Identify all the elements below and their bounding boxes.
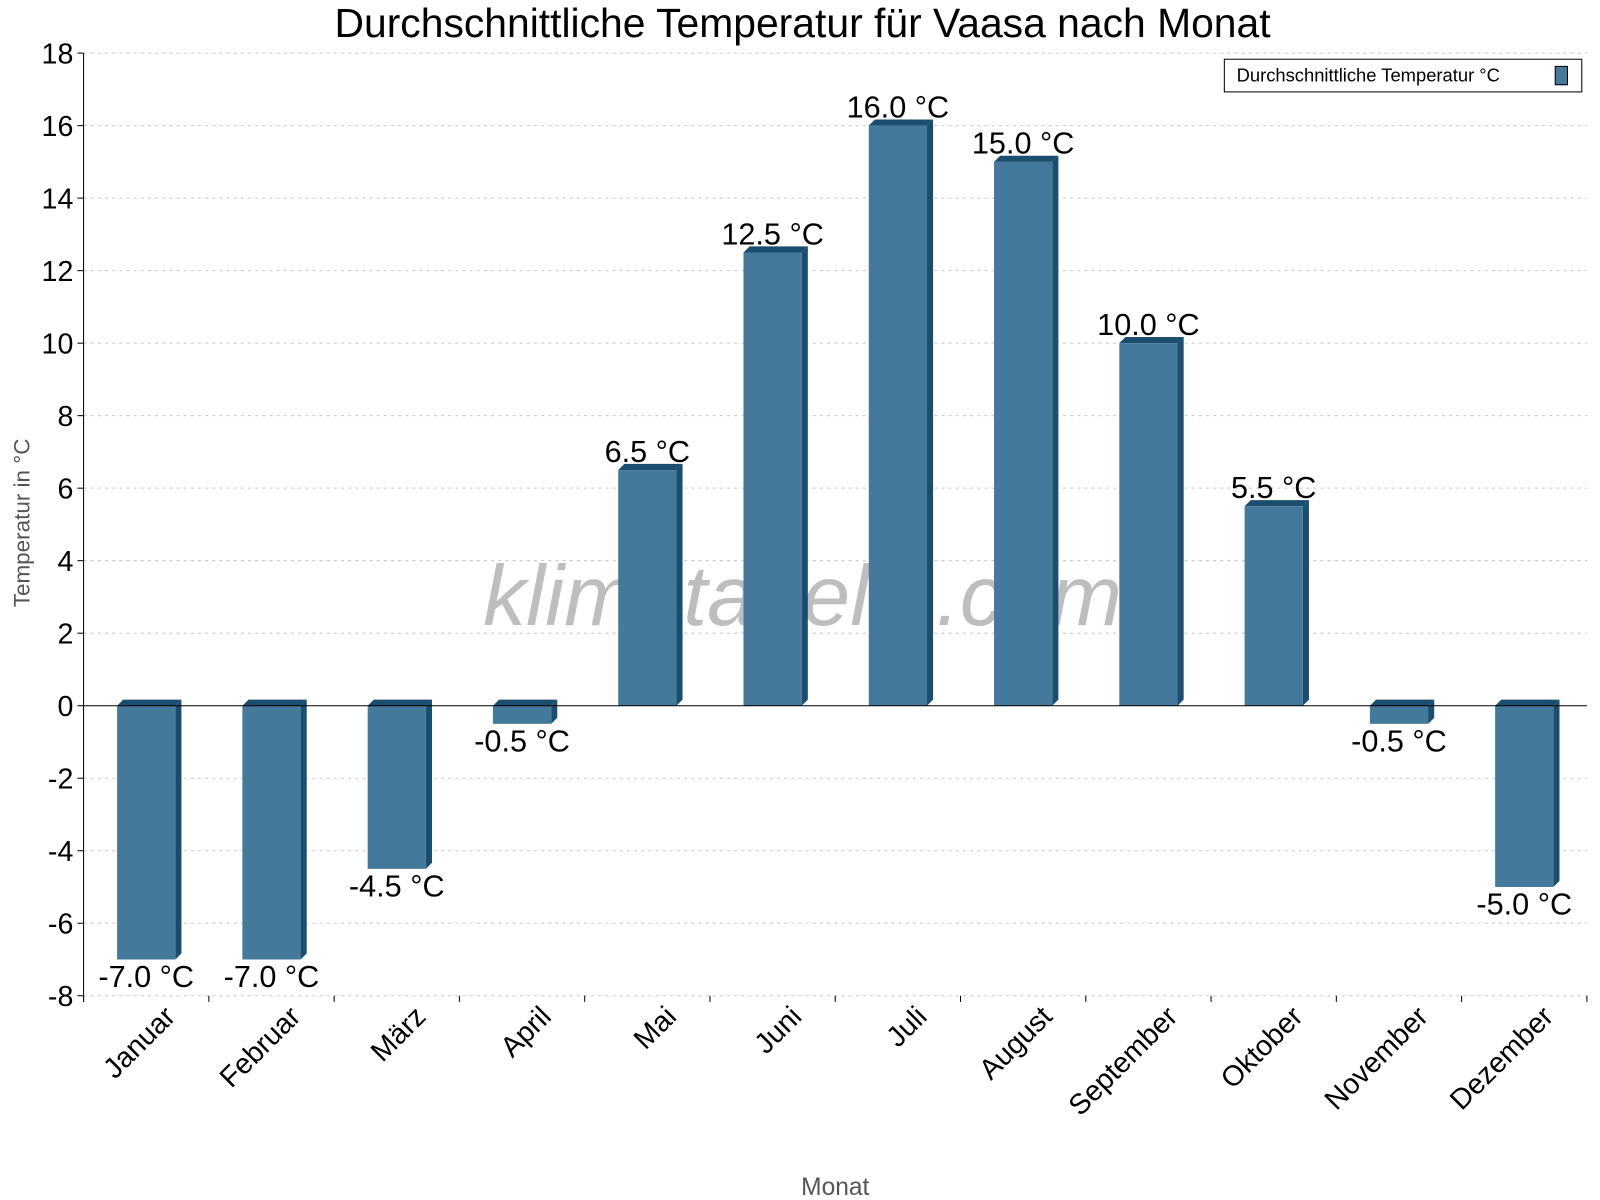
bar [743,252,802,706]
data-label: 16.0 °C [847,90,949,124]
bar-side [676,463,683,706]
bar [994,161,1053,706]
bar-top [117,699,182,706]
bar [1244,506,1303,706]
bar-side [425,699,432,869]
x-tick-label: Dezember [1444,1000,1560,1116]
x-axis-title: Monat [801,1174,869,1200]
y-tick-label: -4 [48,836,74,868]
x-tick-label: März [365,1001,433,1069]
y-tick-label: -6 [48,908,73,940]
x-tick-label: Februar [214,1000,308,1094]
data-label: 5.5 °C [1231,471,1316,505]
bar-top [1369,699,1435,706]
bar [117,705,176,960]
data-label: 12.5 °C [721,217,823,251]
bar-side [1302,500,1309,706]
x-tick-label: November [1319,1000,1435,1116]
legend-swatch [1554,65,1568,86]
y-tick-label: 6 [57,473,73,505]
bar [1495,705,1554,887]
bar-side [1052,155,1059,706]
bar-side [926,119,934,706]
bar [618,470,677,706]
bar-top [618,463,683,471]
bar-side [801,246,808,706]
y-tick-label: -2 [48,763,73,795]
x-tick-label: Juli [881,1001,934,1054]
y-tick-label: 10 [42,328,74,360]
bar [1369,705,1429,724]
data-label: 6.5 °C [605,435,690,469]
x-tick-label: April [495,1001,558,1064]
bar [1119,343,1178,706]
bar-top [743,246,808,253]
bar-top [994,155,1059,162]
bar-top [1244,500,1309,507]
bar-top [1495,699,1560,706]
x-tick-label: Oktober [1215,1000,1310,1095]
data-label: -0.5 °C [474,724,570,758]
bar [868,125,927,706]
bar-side [1177,337,1184,706]
bar-top [367,699,432,706]
x-tick-label: August [973,1001,1059,1087]
x-tick-label: Juni [748,1001,808,1061]
y-tick-label: 18 [42,38,74,70]
x-tick-label: Mai [628,1001,683,1056]
bar-top [868,119,934,126]
chart-title: Durchschnittliche Temperatur für Vaasa n… [334,0,1271,46]
bar [242,705,301,960]
bar [367,705,426,869]
y-tick-label: 0 [57,691,73,723]
bar [492,705,552,724]
data-label: -4.5 °C [349,869,445,903]
data-label: -7.0 °C [98,960,194,994]
y-tick-label: 2 [57,618,73,650]
y-tick-label: 8 [57,401,73,433]
bar-top [242,699,307,706]
y-tick-label: 16 [42,111,74,143]
legend: Durchschnittliche Temperatur °C [1223,58,1583,93]
bar-top [492,699,558,706]
data-label: -7.0 °C [224,960,320,994]
legend-label: Durchschnittliche Temperatur °C [1237,65,1500,86]
y-tick-label: 12 [42,256,74,288]
x-tick-label: Januar [97,1000,182,1085]
data-label: 10.0 °C [1097,308,1199,342]
y-tick-label: 14 [42,183,74,215]
data-label: -5.0 °C [1476,888,1572,922]
data-label: -0.5 °C [1351,724,1447,758]
y-tick-label: 4 [57,546,73,578]
data-label: 15.0 °C [972,127,1074,161]
bar-side [175,699,182,960]
bar-top [1119,337,1184,344]
bar-side [1553,699,1560,887]
y-tick-label: -8 [48,981,73,1013]
bar-side [300,699,307,960]
x-tick-label: September [1063,1000,1185,1122]
y-axis-title: Temperatur in °C [9,439,34,608]
